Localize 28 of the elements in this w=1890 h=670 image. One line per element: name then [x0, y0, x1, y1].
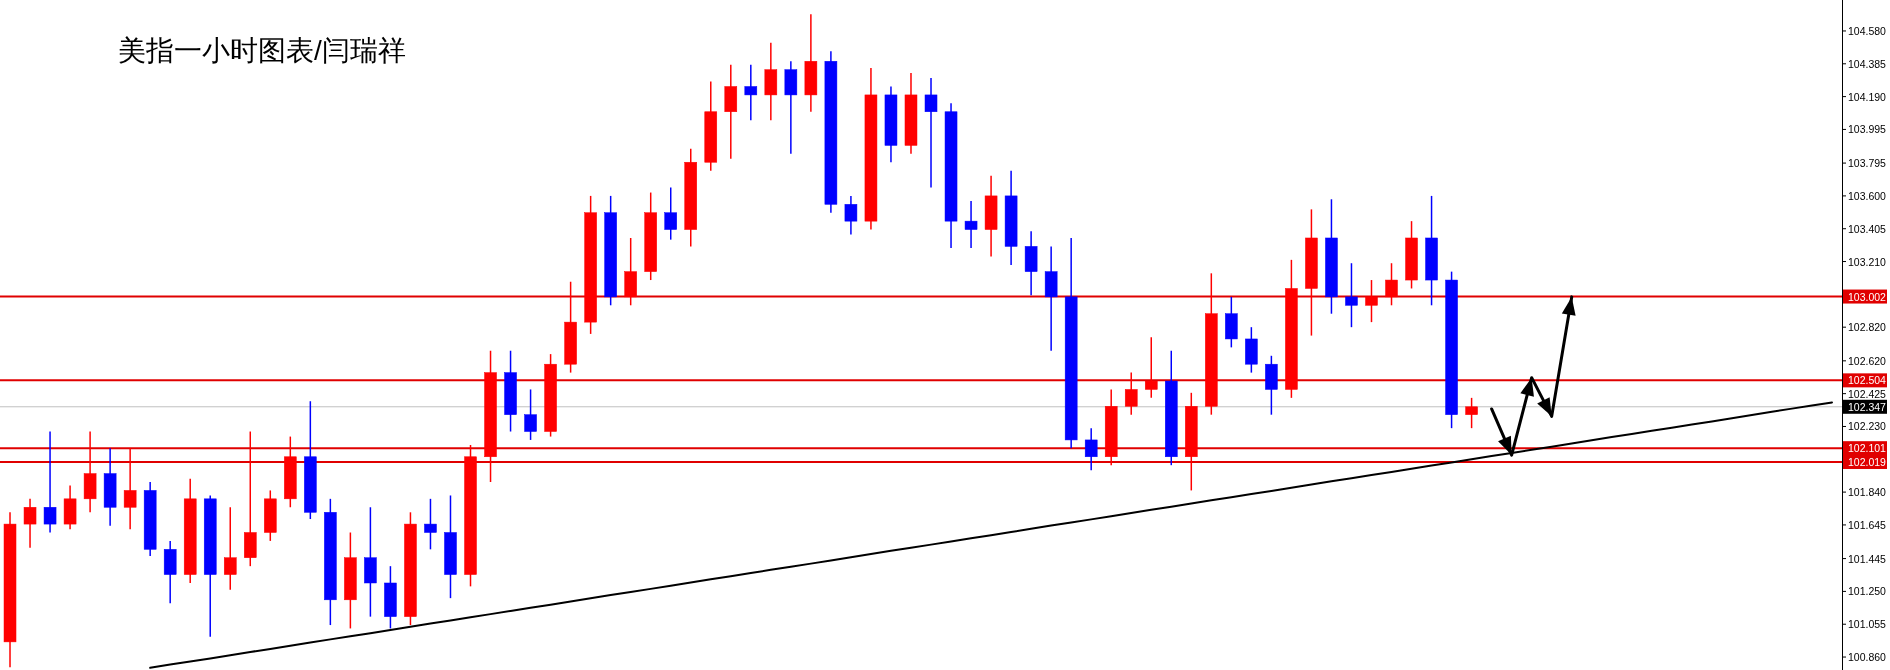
y-tick-label: 101.645: [1848, 518, 1887, 531]
ref-label: 102.347: [1843, 399, 1887, 414]
y-tick-label: 101.840: [1848, 486, 1887, 499]
y-tick-label: 103.995: [1848, 123, 1887, 136]
y-tick-label: 100.860: [1848, 651, 1887, 664]
y-tick-label: 101.250: [1848, 585, 1887, 598]
ref-line-label: 103.002: [1848, 290, 1887, 303]
ref-label: 102.504: [1843, 373, 1887, 388]
y-tick-label: 104.580: [1848, 24, 1887, 37]
ref-label: 103.002: [1843, 289, 1887, 304]
title: 美指一小时图表/闫瑞祥: [118, 35, 406, 66]
y-tick-label: 103.600: [1848, 189, 1887, 202]
ref-line-label: 102.347: [1848, 400, 1887, 413]
y-tick-label: 102.230: [1848, 420, 1887, 433]
y-tick-label: 102.820: [1848, 321, 1887, 334]
y-tick-label: 104.190: [1848, 90, 1887, 103]
y-tick-label: 101.445: [1848, 552, 1887, 565]
y-tick-label: 103.795: [1848, 157, 1887, 170]
y-tick-label: 103.405: [1848, 222, 1887, 235]
ref-label: 102.101: [1843, 441, 1887, 456]
ref-line-label: 102.019: [1848, 455, 1887, 468]
y-tick-label: 103.210: [1848, 255, 1887, 268]
y-tick-label: 101.055: [1848, 618, 1887, 631]
ref-line-label: 102.504: [1848, 374, 1887, 387]
y-tick-label: 102.620: [1848, 354, 1887, 367]
y-tick-label: 102.425: [1848, 387, 1887, 400]
ref-line-label: 102.101: [1848, 442, 1887, 455]
y-tick-label: 104.385: [1848, 57, 1887, 70]
